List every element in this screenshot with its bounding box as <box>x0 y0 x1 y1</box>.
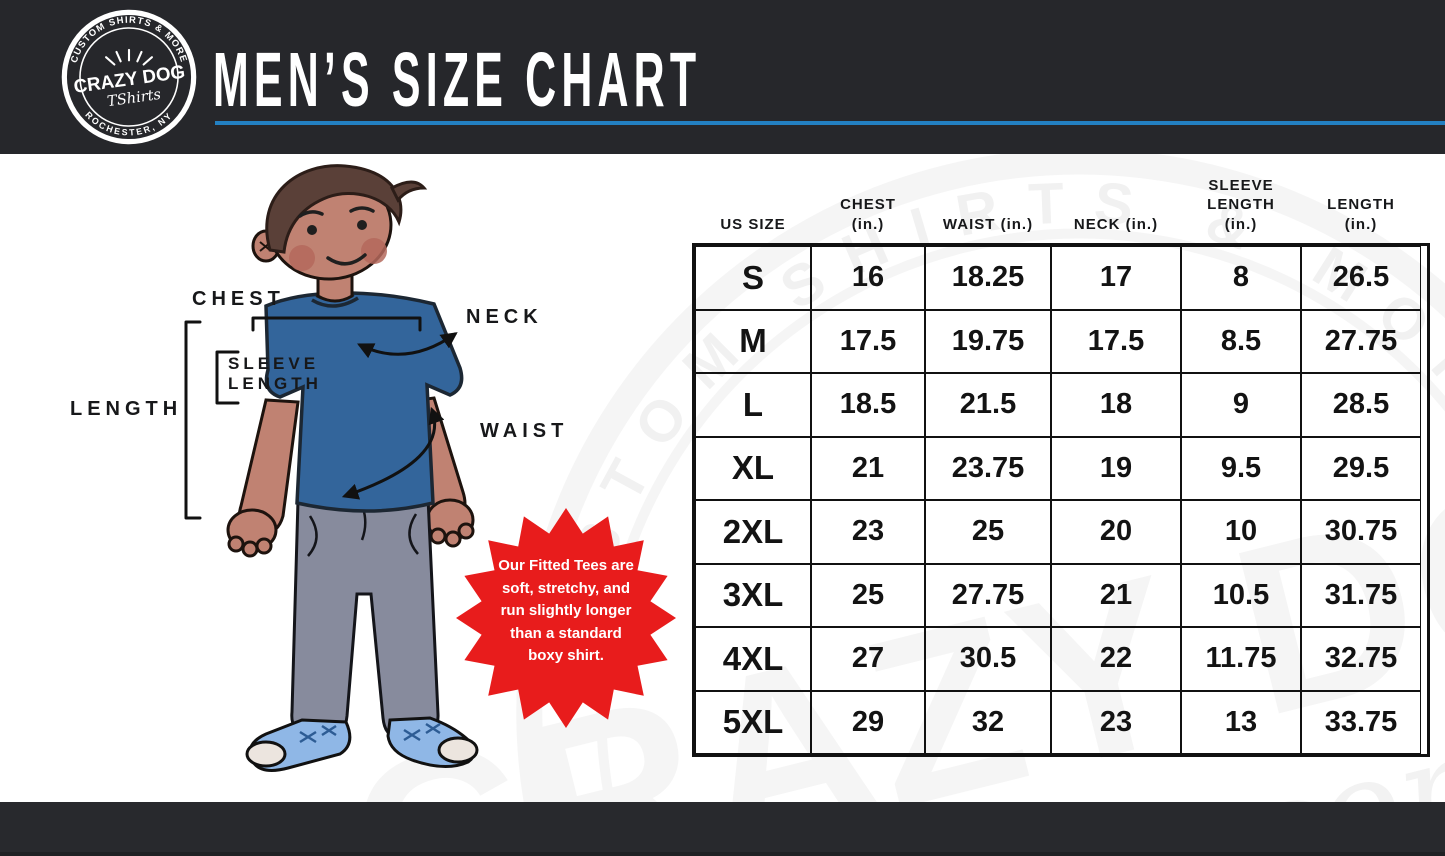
table-cell: 29 <box>811 690 925 754</box>
table-cell: 19.75 <box>925 309 1051 373</box>
table-cell: 9.5 <box>1181 436 1301 500</box>
size-table: S 16 18.25 17 8 26.5 M 17.5 19.75 17.5 8… <box>692 243 1430 757</box>
table-cell: 21 <box>1051 563 1181 627</box>
table-cell: 26.5 <box>1301 246 1421 310</box>
table-cell: 3XL <box>695 563 811 627</box>
table-cell: 13 <box>1181 690 1301 754</box>
table-cell: 33.75 <box>1301 690 1421 754</box>
table-cell: 30.5 <box>925 627 1051 691</box>
table-cell: 10.5 <box>1181 563 1301 627</box>
table-cell: 21.5 <box>925 373 1051 437</box>
table-cell: 16 <box>811 246 925 310</box>
table-cell: 8 <box>1181 246 1301 310</box>
table-cell: 19 <box>1051 436 1181 500</box>
table-cell: 10 <box>1181 500 1301 564</box>
table-cell: 31.75 <box>1301 563 1421 627</box>
table-cell: M <box>695 309 811 373</box>
table-cell: L <box>695 373 811 437</box>
figure-shirt <box>264 291 464 513</box>
table-cell: 32 <box>925 690 1051 754</box>
table-cell: 17 <box>1051 246 1181 310</box>
table-cell: 28.5 <box>1301 373 1421 437</box>
chest-bracket <box>251 316 422 332</box>
figure-arms <box>226 396 475 558</box>
col-header-length: LENGTH (in.) <box>1327 196 1395 233</box>
page-title: MEN’S SIZE CHART <box>213 37 702 124</box>
table-cell: S <box>695 246 811 310</box>
logo-rays <box>105 48 153 66</box>
col-header-chest: CHEST (in.) <box>840 196 896 233</box>
label-neck: NECK <box>466 306 543 328</box>
label-waist: WAIST <box>480 420 569 442</box>
label-sleeve-length: SLEEVE LENGTH <box>228 354 322 394</box>
table-cell: 22 <box>1051 627 1181 691</box>
table-cell: 18.25 <box>925 246 1051 310</box>
table-cell: 17.5 <box>1051 309 1181 373</box>
col-header-neck: NECK (in.) <box>1073 215 1159 233</box>
label-length: LENGTH <box>70 398 183 420</box>
table-cell: 5XL <box>695 690 811 754</box>
table-cell: 23 <box>811 500 925 564</box>
table-cell: 20 <box>1051 500 1181 564</box>
table-cell: 25 <box>925 500 1051 564</box>
table-cell: 9 <box>1181 373 1301 437</box>
table-cell: 8.5 <box>1181 309 1301 373</box>
table-cell: 32.75 <box>1301 627 1421 691</box>
table-cell: 23 <box>1051 690 1181 754</box>
table-cell: 18 <box>1051 373 1181 437</box>
table-cell: 27.75 <box>1301 309 1421 373</box>
table-cell: 27.75 <box>925 563 1051 627</box>
figure-illustration <box>184 164 676 772</box>
table-cell: 4XL <box>695 627 811 691</box>
neck-arrow <box>357 332 458 359</box>
table-cell: 29.5 <box>1301 436 1421 500</box>
figure-head <box>251 164 428 303</box>
title-underline <box>215 121 1445 125</box>
length-bracket <box>184 320 202 520</box>
content-area: CUSTOM SHIRTS & MORE CRAZY DOG Tshirts.c… <box>0 154 1445 802</box>
header-bar: CUSTOM SHIRTS & MORE ROCHESTER, NY CRAZY… <box>0 0 1445 154</box>
table-cell: 21 <box>811 436 925 500</box>
table-cell: 18.5 <box>811 373 925 437</box>
table-cell: 23.75 <box>925 436 1051 500</box>
table-cell: 11.75 <box>1181 627 1301 691</box>
col-header-us-size: US SIZE <box>720 215 786 233</box>
footer-bar <box>0 802 1445 856</box>
table-cell: 2XL <box>695 500 811 564</box>
figure-shoes <box>245 716 479 772</box>
table-cell: XL <box>695 436 811 500</box>
figure-pants <box>290 496 440 738</box>
col-header-sleeve-length: SLEEVE LENGTH (in.) <box>1207 176 1275 233</box>
size-table-header-row: US SIZE CHEST (in.) WAIST (in.) NECK (in… <box>695 172 1421 240</box>
label-chest: CHEST <box>192 288 285 310</box>
table-cell: 25 <box>811 563 925 627</box>
table-cell: 17.5 <box>811 309 925 373</box>
crazy-dog-logo: CUSTOM SHIRTS & MORE ROCHESTER, NY CRAZY… <box>61 9 197 145</box>
table-cell: 27 <box>811 627 925 691</box>
logo-outer-ring <box>61 9 197 145</box>
col-header-waist: WAIST (in.) <box>942 215 1034 233</box>
table-cell: 30.75 <box>1301 500 1421 564</box>
fitted-tee-note: Our Fitted Tees are soft, stretchy, and … <box>498 557 634 664</box>
logo-inner-ring <box>79 27 179 127</box>
waist-arrow <box>341 406 445 500</box>
